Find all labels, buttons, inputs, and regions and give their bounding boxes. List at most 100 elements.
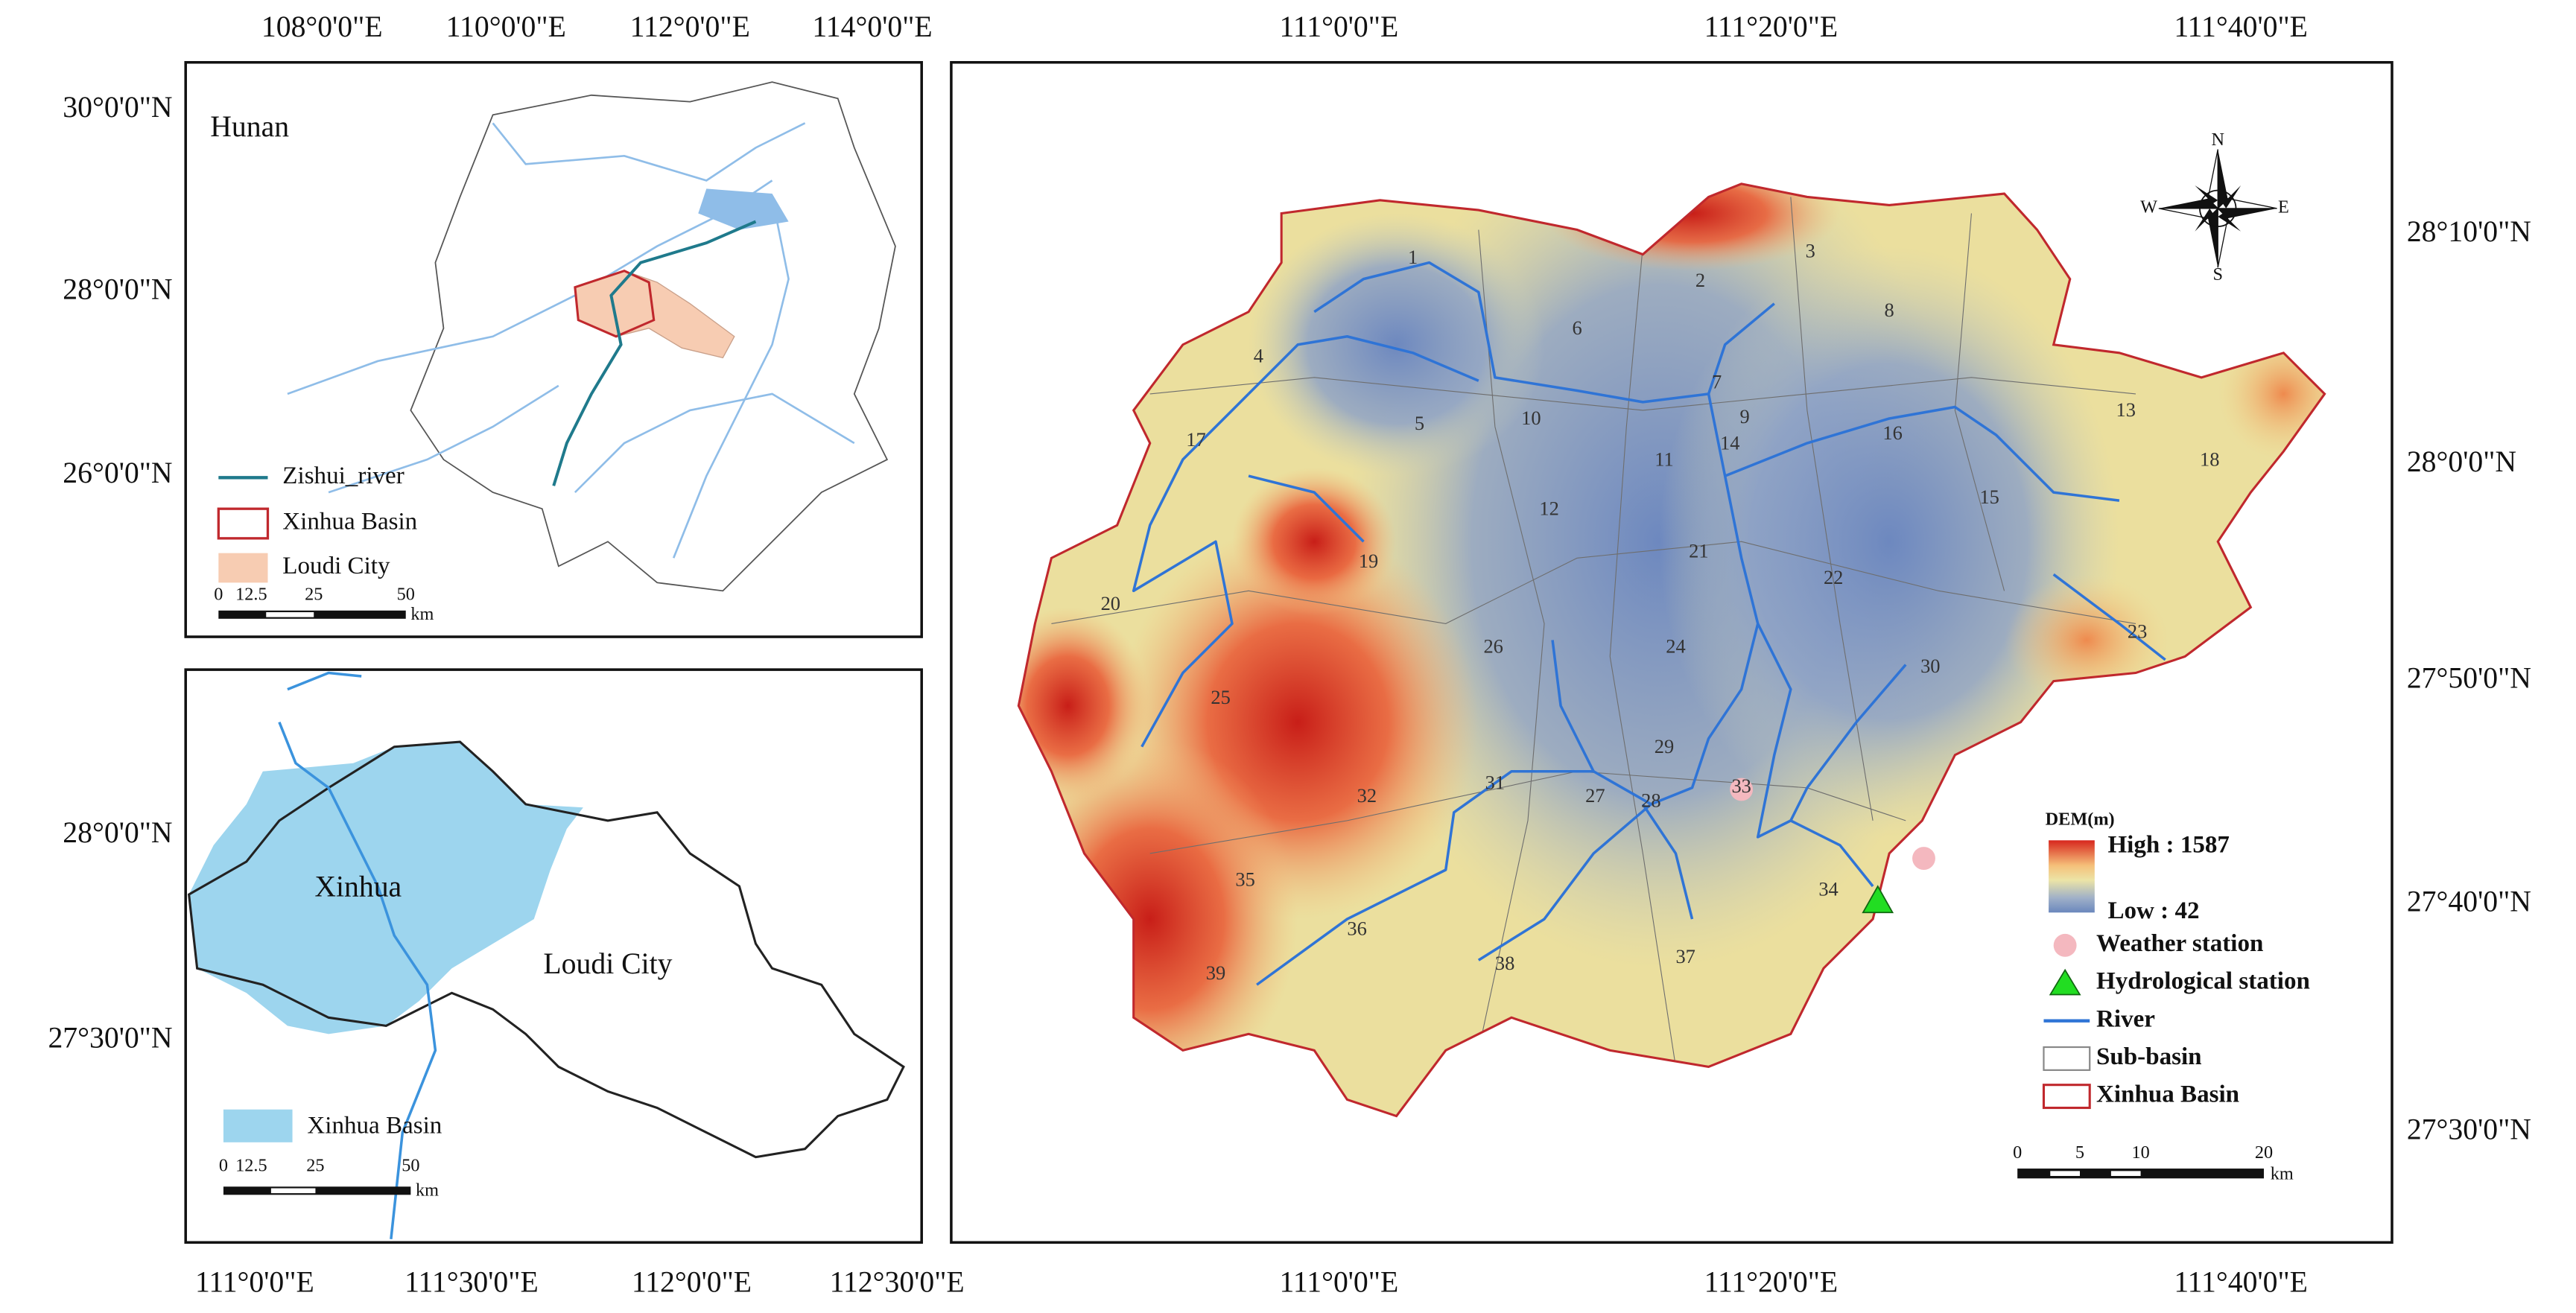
subbasin-label: 34 [1818, 878, 1838, 900]
subbasin-label: 14 [1720, 431, 1739, 454]
scale-bar [223, 1186, 411, 1195]
weather-station [1730, 778, 1754, 801]
subbasin-label: 30 [1920, 655, 1940, 677]
legend-label: Sub-basin [2096, 1043, 2202, 1070]
legend-label: Zishui_river [282, 462, 404, 489]
scale-label: 12.5 [235, 585, 267, 605]
subbasin-label: 23 [2128, 620, 2147, 643]
subbasin-label: 7 [1712, 371, 1722, 393]
river [1256, 393, 1760, 986]
legend-label: High : 1587 [2107, 832, 2229, 859]
scale-label: 25 [305, 585, 323, 605]
subbasin-label: 18 [2200, 448, 2219, 470]
scale-label: 25 [306, 1155, 324, 1175]
subbasin-label: 1 [1408, 246, 1418, 268]
dem-ramp [2049, 840, 2095, 913]
subbasin-label: 28 [1641, 789, 1660, 812]
subbasin-label: 3 [1806, 239, 1815, 261]
scale-label: 50 [397, 585, 415, 605]
river [1789, 664, 1907, 821]
scale-unit: km [2271, 1163, 2294, 1183]
x-tick-label: 110°0'0"E [446, 10, 566, 43]
x-tick-label: 111°0'0"E [195, 1266, 314, 1299]
subbasin-label: 2 [1695, 269, 1705, 291]
loudi-frame [184, 668, 923, 1244]
compass [2158, 149, 2277, 268]
y-tick-label: 30°0'0"N [63, 91, 172, 124]
y-tick-label: 28°10'0"N [2407, 215, 2531, 248]
scale-label: 50 [402, 1155, 419, 1175]
loudi-outline [187, 740, 905, 1159]
y-tick-label: 28°0'0"N [63, 273, 172, 305]
river [1313, 261, 1775, 404]
subbasin-label: 24 [1666, 635, 1685, 658]
legend-label: Hydrological station [2096, 968, 2310, 995]
legend-label: Loudi City [282, 553, 390, 579]
xinhua-basin [574, 269, 656, 338]
subbasin-label: 6 [1573, 317, 1582, 339]
y-tick-label: 26°0'0"N [63, 457, 172, 489]
legend-title: DEM(m) [2046, 809, 2115, 829]
legend-label: Weather station [2096, 930, 2263, 957]
river [1756, 623, 1874, 888]
x-tick-label: 112°0'0"E [632, 1266, 752, 1299]
river [1477, 803, 1652, 961]
scale-bar [2110, 1171, 2141, 1176]
hunan-outline [410, 81, 896, 592]
subbasin-label: 12 [1539, 497, 1558, 519]
subbasin-label: 38 [1495, 952, 1514, 974]
dem-map [1017, 149, 2326, 1179]
subbasin-label: 22 [1824, 566, 1843, 588]
river [1724, 405, 2120, 502]
legend-swatch [2042, 1084, 2091, 1110]
scale-label: 20 [2255, 1142, 2273, 1163]
subbasin-label: 25 [1211, 686, 1230, 708]
legend-swatch [2049, 968, 2081, 996]
x-tick-label: 111°40'0"E [2174, 10, 2308, 43]
subbasin-label: 5 [1415, 412, 1424, 434]
compass-label: W [2140, 197, 2157, 217]
subbasin-label: 20 [1101, 592, 1120, 614]
loudi-map [187, 671, 905, 1240]
river [1641, 803, 1694, 920]
scale-label: 12.5 [235, 1155, 267, 1175]
subbasin-label: 35 [1235, 868, 1254, 890]
scale-label: 5 [2075, 1142, 2084, 1163]
legend-swatch [223, 1109, 293, 1142]
river [574, 392, 855, 494]
scale-label: 0 [214, 585, 223, 605]
dem-surface [1018, 183, 2325, 1100]
subbasin-label: 19 [1359, 550, 1378, 572]
y-tick-label: 27°30'0"N [48, 1021, 172, 1054]
subbasin-label: 26 [1483, 635, 1503, 658]
x-tick-label: 111°20'0"E [1704, 10, 1839, 43]
subbasin-label: 15 [1979, 486, 1999, 508]
legend-swatch [218, 553, 268, 583]
scale-label: 0 [219, 1155, 228, 1175]
subbasin-label: 16 [1882, 422, 1902, 444]
y-tick-label: 28°0'0"N [2407, 445, 2516, 478]
river [1247, 335, 1479, 395]
legend-swatch [2043, 1046, 2091, 1071]
compass-label: N [2211, 130, 2224, 150]
river [1132, 392, 1250, 748]
hydrological-station [1862, 885, 1894, 914]
subbasin-label: 37 [1675, 945, 1695, 967]
river [1248, 474, 1365, 543]
scale-bar [270, 1188, 316, 1194]
scale-label: 0 [2013, 1142, 2022, 1163]
scale-label: 10 [2131, 1142, 2149, 1163]
zishui-river [552, 220, 757, 486]
weather-station [1912, 847, 1935, 870]
subbasin-label: 31 [1485, 771, 1505, 793]
compass-label: E [2278, 197, 2289, 217]
place-label: Xinhua [314, 871, 402, 903]
y-tick-label: 27°30'0"N [2407, 1113, 2531, 1146]
subbasin-label: 17 [1186, 428, 1205, 451]
river [328, 384, 559, 494]
subbasin-label: 27 [1585, 784, 1605, 807]
subbasin-label: 8 [1885, 299, 1894, 321]
x-tick-label: 112°30'0"E [830, 1266, 965, 1299]
y-tick-label: 27°40'0"N [2407, 885, 2531, 918]
